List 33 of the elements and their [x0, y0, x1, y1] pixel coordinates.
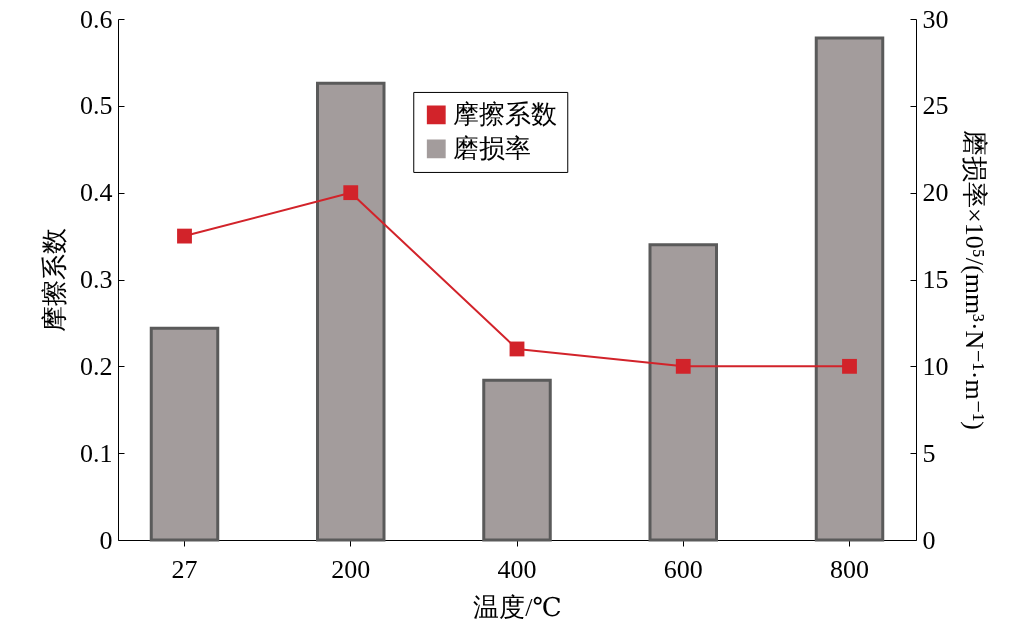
x-tick-label: 600 — [663, 554, 703, 584]
bar — [648, 243, 718, 542]
y2-tick-label: 30 — [922, 4, 949, 34]
y-tick-label: 0.2 — [80, 351, 113, 381]
y-tick-label: 0.3 — [80, 265, 113, 294]
x-tick-label: 27 — [171, 554, 198, 584]
y-axis-title: 摩擦系数 — [40, 228, 69, 332]
y-tick-label: 0.4 — [80, 178, 113, 208]
legend-label: 磨损率 — [453, 133, 532, 163]
bar — [316, 81, 386, 542]
y2-tick-label: 10 — [922, 351, 949, 381]
bar — [482, 378, 552, 542]
point — [842, 358, 857, 374]
y2-axis-title: 磨损率×10⁵/(mm³·N⁻¹·m⁻¹) — [959, 130, 989, 430]
point — [343, 185, 359, 201]
y-tick-label: 0 — [99, 525, 113, 555]
y-tick-label: 0.1 — [80, 438, 113, 468]
y-tick-label: 0.6 — [80, 4, 113, 34]
legend-label: 摩擦系数 — [453, 99, 558, 129]
bar — [814, 36, 885, 542]
x-tick-label: 400 — [497, 554, 537, 584]
y-tick-label: 0.5 — [80, 91, 113, 121]
y2-tick-label: 15 — [922, 265, 949, 294]
x-tick-label: 200 — [331, 554, 371, 584]
x-tick-label: 800 — [830, 554, 869, 584]
point — [177, 228, 192, 244]
y2-tick-label: 0 — [922, 525, 936, 555]
x-axis-title: 温度/℃ — [473, 592, 562, 622]
y2-tick-label: 20 — [922, 178, 949, 208]
point — [675, 358, 691, 374]
bar — [149, 326, 220, 542]
y2-tick-label: 5 — [922, 438, 936, 468]
y2-tick-label: 25 — [922, 91, 949, 121]
